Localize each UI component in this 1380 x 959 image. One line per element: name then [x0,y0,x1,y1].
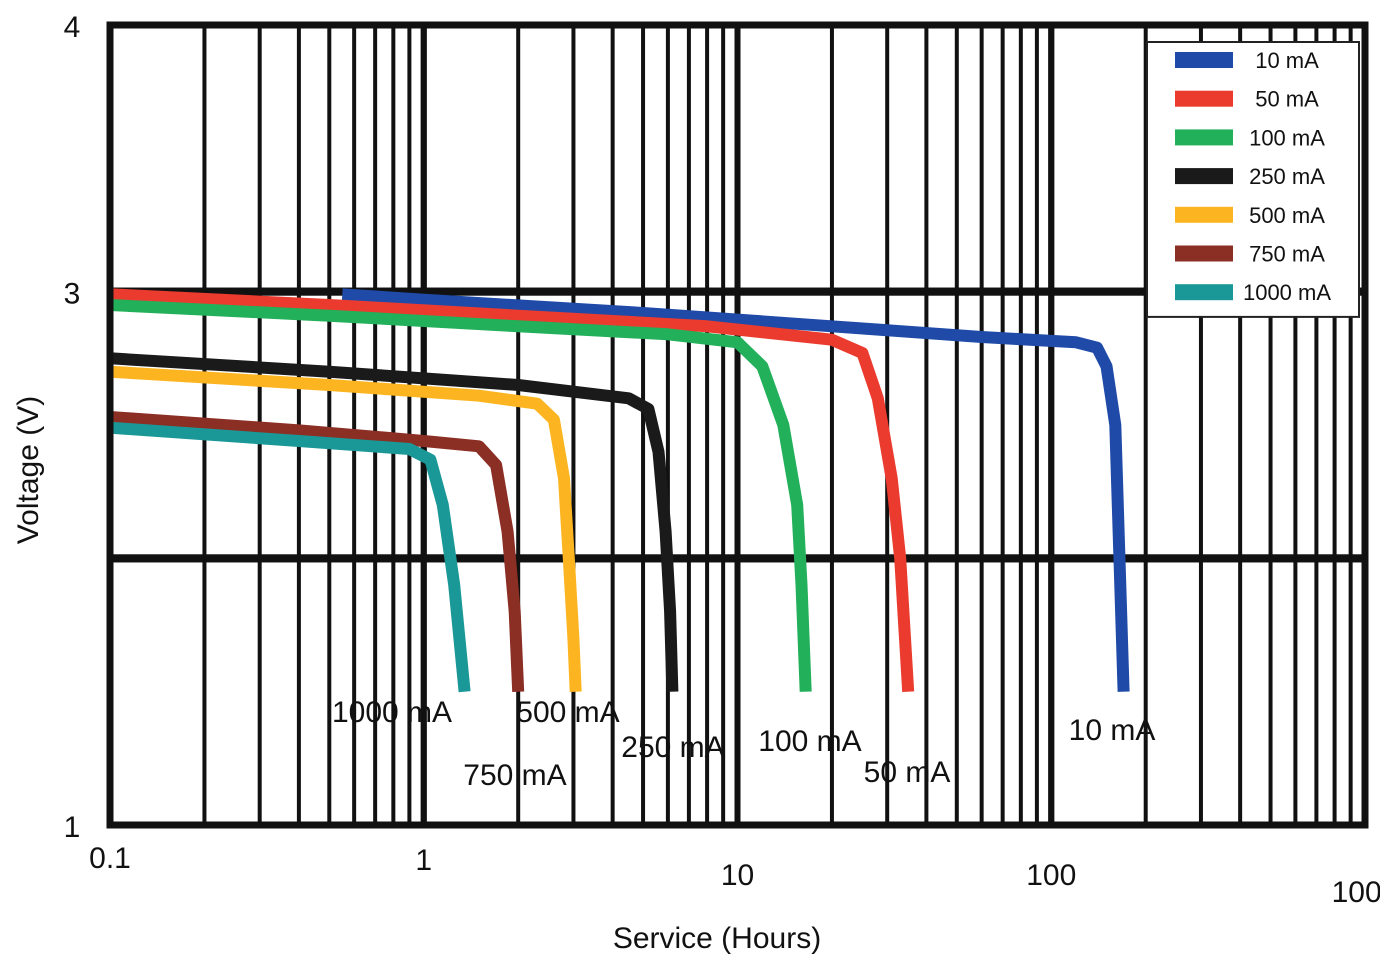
legend-swatch [1175,90,1233,107]
legend-swatch [1175,206,1233,223]
x-tick-label: 10 [721,859,754,892]
x-axis-title: Service (Hours) [613,922,821,955]
legend-swatch [1175,245,1233,262]
legend: 10 mA 50 mA 100 mA 250 mA 500 mA 750 mA 1000 m… [1146,41,1360,318]
series-line [109,421,471,693]
curve-label: 10 mA [1069,714,1156,747]
y-tick-label: 1 [64,811,81,844]
y-tick-label: 3 [64,278,81,311]
series-line [109,365,582,692]
series-layer [109,288,1130,693]
curve-label: 250 mA [621,731,724,764]
x-tick-label: 1 [415,844,432,877]
x-tick-label: 1000 [1332,876,1380,909]
plot-frame [106,21,1369,829]
curve-label: 100 mA [758,725,861,758]
series-line [109,352,679,692]
legend-label: 100 mA [1249,125,1325,150]
curve-label: 50 mA [864,756,951,789]
x-tick-label: 100 [1026,859,1076,892]
legend-label: 250 mA [1249,164,1325,189]
legend-label: 10 mA [1255,48,1319,73]
curve-label: 1000 mA [332,696,452,729]
y-tick-label: 4 [64,11,81,44]
tick-labels: 0.11101001000134 [64,11,1380,909]
legend-label: 500 mA [1249,203,1325,228]
series-line [109,288,915,693]
legend-swatch [1175,52,1233,68]
curve-label: 750 mA [463,759,566,792]
series-line [109,411,525,692]
legend-swatch [1175,284,1233,301]
x-tick-label: 0.1 [89,842,131,875]
legend-swatch [1175,129,1233,146]
series-line [341,288,1130,692]
legend-swatch [1175,168,1233,185]
y-axis-title: Voltage (V) [12,396,45,544]
legend-label: 50 mA [1255,87,1319,112]
grid [107,25,1368,825]
series-line [109,299,812,692]
curve-label: 500 mA [516,696,619,729]
legend-label: 1000 mA [1243,280,1331,305]
legend-label: 750 mA [1249,242,1325,267]
